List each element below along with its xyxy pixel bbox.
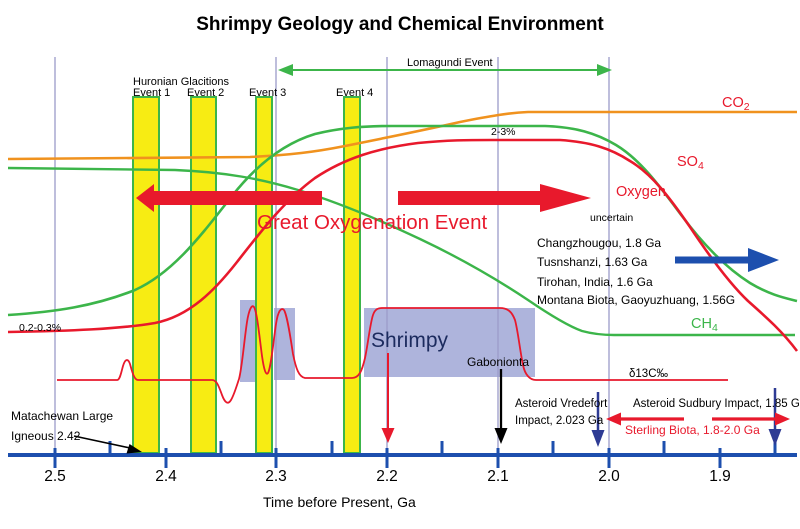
ch4-label: CH4 xyxy=(691,316,718,334)
fossil-arrowhead xyxy=(748,248,779,272)
glaciation-event3-label: Event 3 xyxy=(249,87,286,99)
co2-label: CO2 xyxy=(722,95,750,113)
vredefort-label-line1: Asteroid Vredefort xyxy=(515,398,608,410)
sudbury-arrowhead xyxy=(768,429,782,446)
ch4-curve xyxy=(7,166,795,337)
gabonionta-label: Gabonionta xyxy=(467,355,529,369)
glaciation-event2-label: Event 2 xyxy=(187,87,224,99)
axis-major-ticks xyxy=(53,448,722,468)
glaciation-bar-2 xyxy=(190,96,217,454)
vredefort-arrowhead xyxy=(591,430,605,447)
sterling-arrowhead-right xyxy=(775,412,790,426)
sterling-arrowhead-left xyxy=(606,412,621,426)
sterling-label: Sterling Biota, 1.8-2.0 Ga xyxy=(625,423,760,437)
shrimpy-range-box xyxy=(364,308,535,377)
glaciation-event4-label: Event 4 xyxy=(336,87,373,99)
axis-tick-2-0: 2.0 xyxy=(598,468,620,485)
delta13c-label: δ13C‰ xyxy=(629,368,668,380)
oxygen-high-label: 2-3% xyxy=(491,126,516,138)
matachewan-arrowhead xyxy=(126,444,142,454)
glaciation-event1-label: Event 1 xyxy=(133,87,170,99)
gabonionta-arrowhead xyxy=(494,428,508,444)
so4-curve xyxy=(7,124,798,317)
glaciation-bar-1 xyxy=(132,96,160,454)
shrimpy-start-arrowhead xyxy=(381,428,395,443)
vredefort-label-line2: Impact, 2.023 Ga xyxy=(515,415,604,427)
sudbury-label: Asteroid Sudbury Impact, 1.85 Ga xyxy=(633,398,800,410)
matachewan-label-line2: Igneous 2.42 xyxy=(11,429,81,443)
axis-tick-2-2: 2.2 xyxy=(376,468,398,485)
sterling-range-arrow xyxy=(606,412,790,426)
lomagundi-arrowhead-left xyxy=(278,64,293,76)
time-gridlines xyxy=(54,57,610,453)
shrimpy-label: Shrimpy xyxy=(371,329,449,352)
axis-tick-1-9: 1.9 xyxy=(709,468,731,485)
goe-arrows xyxy=(136,184,591,212)
goe-right-arrow xyxy=(398,184,591,212)
fossil-item-montana: Montana Biota, Gaoyuzhuang, 1.56G xyxy=(537,293,735,307)
fossil-item-tusnshanzi: Tusnshanzi, 1.63 Ga xyxy=(537,255,648,269)
fossil-continuation-arrow xyxy=(675,248,779,272)
axis-tick-2-4: 2.4 xyxy=(155,468,177,485)
goe-left-arrow xyxy=(136,184,322,212)
oxygen-label: Oxygen xyxy=(616,184,666,200)
oxygen-low-label: 0.2-0.3% xyxy=(19,322,61,334)
matachewan-arrow-line xyxy=(73,435,131,449)
lomagundi-arrowhead-right xyxy=(597,64,612,76)
event-marker-arrows xyxy=(73,353,782,454)
fossil-item-changzhougou: Changzhougou, 1.8 Ga xyxy=(537,236,661,250)
matachewan-label-line1: Matachewan Large xyxy=(11,409,113,423)
goe-label: Great Oxygenation Event xyxy=(257,211,487,234)
fossil-item-tirohan: Tirohan, India, 1.6 Ga xyxy=(537,275,653,289)
axis-tick-2-3: 2.3 xyxy=(265,468,287,485)
axis-minor-ticks xyxy=(108,441,777,455)
axis-title: Time before Present, Ga xyxy=(263,494,416,510)
biota-box-2 xyxy=(274,308,295,380)
huronian-heading: Huronian Glacitions xyxy=(133,76,229,88)
so4-label: SO4 xyxy=(677,154,704,172)
axis-tick-2-5: 2.5 xyxy=(44,468,66,485)
page-title: Shrimpy Geology and Chemical Environment xyxy=(196,14,604,35)
lomagundi-arrow xyxy=(278,64,612,76)
oxygen-curve xyxy=(7,138,799,352)
delta13c-curve xyxy=(57,305,728,404)
uncertain-label: uncertain xyxy=(590,212,633,224)
co2-curve xyxy=(7,110,797,161)
glaciation-bar-4 xyxy=(343,96,361,454)
lomagundi-label: Lomagundi Event xyxy=(407,57,493,69)
axis-tick-2-1: 2.1 xyxy=(487,468,509,485)
time-axis xyxy=(8,441,797,468)
glaciation-bar-3 xyxy=(255,96,273,454)
biota-range-boxes xyxy=(240,300,535,382)
